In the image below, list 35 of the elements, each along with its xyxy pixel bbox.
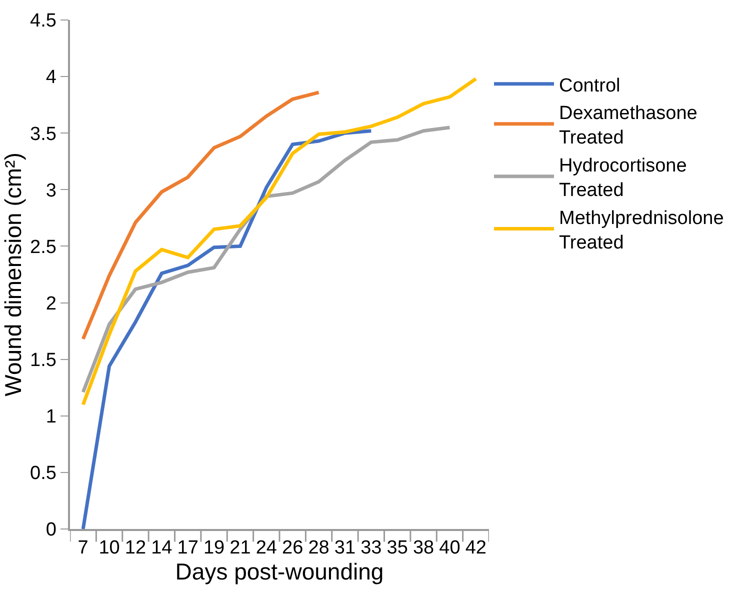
x-tick-label: 21 (230, 538, 251, 559)
y-tick-label: 1 (46, 406, 56, 428)
line-series (81, 77, 478, 406)
y-tick-label: 4.5 (30, 10, 56, 32)
y-axis-title: Wound dimension (cm²) (0, 152, 26, 396)
x-tick-label: 19 (203, 538, 225, 559)
x-tick-label: 24 (256, 538, 278, 559)
legend-label: Methylprednisolone Treated (559, 208, 724, 254)
x-tick-label: 33 (360, 538, 382, 559)
line-series (81, 129, 373, 529)
x-tick-label: 38 (412, 538, 434, 559)
x-tick-label: 12 (124, 538, 146, 559)
x-tick-label: 17 (177, 538, 198, 559)
x-tick-label: 42 (465, 538, 486, 559)
x-tick-label: 28 (308, 538, 330, 559)
x-tick-label: 31 (334, 538, 356, 559)
y-tick-label: 2.5 (30, 236, 56, 258)
y-tick-label: 2 (46, 293, 56, 314)
x-tick-label: 26 (282, 538, 304, 559)
x-tick-label: 14 (151, 538, 173, 559)
y-tick-label: 0 (46, 520, 56, 541)
y-tick-label: 1.5 (30, 350, 56, 371)
y-tick-label: 4 (46, 67, 57, 88)
x-axis-title: Days post-wounding (175, 558, 384, 585)
y-tick-label: 3 (46, 180, 56, 202)
legend-label: Dexamethasone Treated (559, 102, 698, 149)
x-tick-label: 40 (439, 538, 460, 559)
line-series (81, 90, 321, 341)
x-tick-label: 10 (98, 538, 120, 559)
x-tick-label: 35 (386, 538, 408, 559)
y-tick-label: 3.5 (30, 124, 56, 145)
y-tick-label: 0.5 (30, 463, 56, 484)
legend-label: Hydrocortisone Treated (559, 155, 687, 202)
legend-label: Control (559, 75, 620, 96)
x-tick-label: 7 (78, 538, 88, 559)
